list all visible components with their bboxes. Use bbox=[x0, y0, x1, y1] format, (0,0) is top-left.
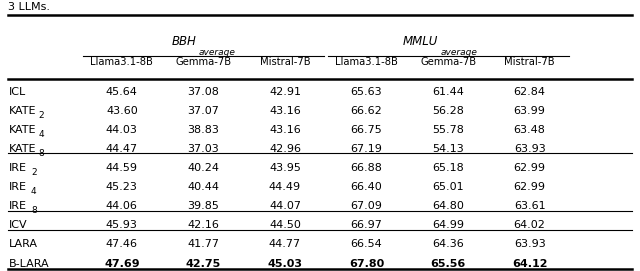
Text: 37.07: 37.07 bbox=[188, 106, 220, 116]
Text: 43.95: 43.95 bbox=[269, 163, 301, 173]
Text: Gemma-7B: Gemma-7B bbox=[420, 57, 476, 67]
Text: 3 LLMs.: 3 LLMs. bbox=[8, 2, 50, 12]
Text: Mistral-7B: Mistral-7B bbox=[260, 57, 310, 67]
Text: 43.16: 43.16 bbox=[269, 125, 301, 135]
Text: 56.28: 56.28 bbox=[432, 106, 464, 116]
Text: 63.93: 63.93 bbox=[514, 144, 545, 154]
Text: 42.91: 42.91 bbox=[269, 87, 301, 96]
Text: B-LARA: B-LARA bbox=[9, 259, 50, 269]
Text: 66.97: 66.97 bbox=[351, 220, 383, 230]
Text: 8: 8 bbox=[31, 207, 36, 215]
Text: 37.08: 37.08 bbox=[188, 87, 220, 96]
Text: 54.13: 54.13 bbox=[432, 144, 464, 154]
Text: Gemma-7B: Gemma-7B bbox=[175, 57, 232, 67]
Text: 44.77: 44.77 bbox=[269, 239, 301, 249]
Text: Mistral-7B: Mistral-7B bbox=[504, 57, 555, 67]
Text: 2: 2 bbox=[38, 111, 44, 120]
Text: 44.07: 44.07 bbox=[269, 201, 301, 211]
Text: BBH: BBH bbox=[172, 35, 197, 48]
Text: 47.69: 47.69 bbox=[104, 259, 140, 269]
Text: 63.48: 63.48 bbox=[514, 125, 545, 135]
Text: 4: 4 bbox=[31, 187, 36, 196]
Text: Llama3.1-8B: Llama3.1-8B bbox=[90, 57, 153, 67]
Text: LARA: LARA bbox=[9, 239, 38, 249]
Text: 42.16: 42.16 bbox=[188, 220, 220, 230]
Text: 64.99: 64.99 bbox=[432, 220, 464, 230]
Text: 43.16: 43.16 bbox=[269, 106, 301, 116]
Text: 62.99: 62.99 bbox=[514, 182, 546, 192]
Text: 39.85: 39.85 bbox=[188, 201, 220, 211]
Text: 66.88: 66.88 bbox=[351, 163, 383, 173]
Text: 41.77: 41.77 bbox=[188, 239, 220, 249]
Text: KATE: KATE bbox=[9, 125, 36, 135]
Text: 64.36: 64.36 bbox=[432, 239, 464, 249]
Text: IRE: IRE bbox=[9, 182, 27, 192]
Text: 66.75: 66.75 bbox=[351, 125, 382, 135]
Text: average: average bbox=[440, 48, 477, 57]
Text: 64.02: 64.02 bbox=[514, 220, 545, 230]
Text: 42.96: 42.96 bbox=[269, 144, 301, 154]
Text: 65.01: 65.01 bbox=[432, 182, 464, 192]
Text: 43.60: 43.60 bbox=[106, 106, 138, 116]
Text: 64.12: 64.12 bbox=[512, 259, 547, 269]
Text: 65.18: 65.18 bbox=[432, 163, 464, 173]
Text: 44.03: 44.03 bbox=[106, 125, 138, 135]
Text: 8: 8 bbox=[38, 149, 44, 158]
Text: 55.78: 55.78 bbox=[432, 125, 464, 135]
Text: 44.49: 44.49 bbox=[269, 182, 301, 192]
Text: 65.56: 65.56 bbox=[431, 259, 466, 269]
Text: MMLU: MMLU bbox=[403, 35, 438, 48]
Text: 66.62: 66.62 bbox=[351, 106, 382, 116]
Text: IRE: IRE bbox=[9, 201, 27, 211]
Text: 63.93: 63.93 bbox=[514, 239, 545, 249]
Text: 40.44: 40.44 bbox=[188, 182, 220, 192]
Text: 45.64: 45.64 bbox=[106, 87, 138, 96]
Text: ICL: ICL bbox=[9, 87, 26, 96]
Text: 66.54: 66.54 bbox=[351, 239, 382, 249]
Text: 4: 4 bbox=[38, 130, 44, 139]
Text: 47.46: 47.46 bbox=[106, 239, 138, 249]
Text: ICV: ICV bbox=[9, 220, 28, 230]
Text: 44.50: 44.50 bbox=[269, 220, 301, 230]
Text: 44.06: 44.06 bbox=[106, 201, 138, 211]
Text: 45.93: 45.93 bbox=[106, 220, 138, 230]
Text: 38.83: 38.83 bbox=[188, 125, 220, 135]
Text: 63.61: 63.61 bbox=[514, 201, 545, 211]
Text: 62.99: 62.99 bbox=[514, 163, 546, 173]
Text: 67.09: 67.09 bbox=[351, 201, 383, 211]
Text: 62.84: 62.84 bbox=[514, 87, 546, 96]
Text: 40.24: 40.24 bbox=[188, 163, 220, 173]
Text: KATE: KATE bbox=[9, 144, 36, 154]
Text: 64.80: 64.80 bbox=[432, 201, 464, 211]
Text: 67.19: 67.19 bbox=[351, 144, 383, 154]
Text: 67.80: 67.80 bbox=[349, 259, 384, 269]
Text: 45.03: 45.03 bbox=[268, 259, 303, 269]
Text: 2: 2 bbox=[31, 168, 36, 177]
Text: average: average bbox=[198, 48, 235, 57]
Text: Llama3.1-8B: Llama3.1-8B bbox=[335, 57, 398, 67]
Text: IRE: IRE bbox=[9, 163, 27, 173]
Text: 37.03: 37.03 bbox=[188, 144, 220, 154]
Text: 44.59: 44.59 bbox=[106, 163, 138, 173]
Text: 63.99: 63.99 bbox=[514, 106, 545, 116]
Text: 44.47: 44.47 bbox=[106, 144, 138, 154]
Text: 42.75: 42.75 bbox=[186, 259, 221, 269]
Text: 61.44: 61.44 bbox=[432, 87, 464, 96]
Text: 66.40: 66.40 bbox=[351, 182, 382, 192]
Text: 45.23: 45.23 bbox=[106, 182, 138, 192]
Text: KATE: KATE bbox=[9, 106, 36, 116]
Text: 65.63: 65.63 bbox=[351, 87, 382, 96]
